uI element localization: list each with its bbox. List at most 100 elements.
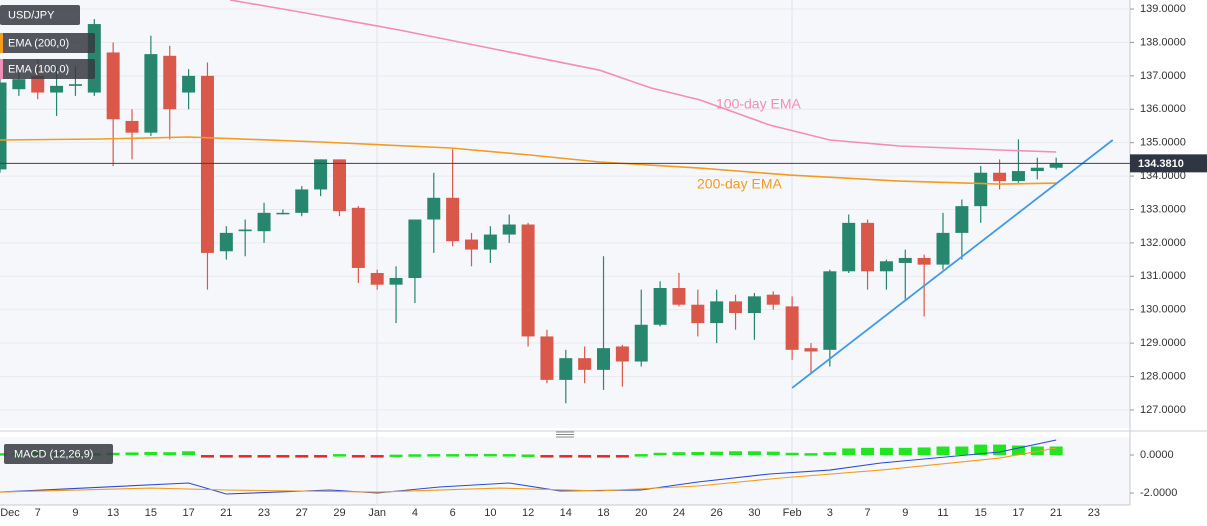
histogram-bar (710, 451, 724, 456)
x-tick-label: 14 (560, 507, 572, 519)
candle-body (144, 54, 158, 133)
y-tick-label: 0.0000 (1140, 449, 1174, 461)
x-tick-label: 15 (145, 507, 157, 519)
histogram-bar (729, 451, 743, 456)
histogram-bar (1030, 446, 1044, 456)
candle-body (163, 55, 177, 110)
candle-body (332, 159, 346, 212)
histogram-bar (314, 455, 328, 458)
candle-body (653, 288, 667, 325)
x-tick-label: 21 (220, 507, 232, 519)
candle-body (1030, 167, 1044, 172)
candle-body (219, 232, 233, 252)
pane-grip (556, 431, 574, 438)
candle-body (936, 232, 950, 265)
legend-box (0, 5, 80, 25)
candle-body (597, 348, 611, 370)
x-tick-label: Feb (783, 507, 802, 519)
histogram-bar (955, 446, 969, 456)
candle-body (50, 85, 64, 93)
x-tick-label: 7 (35, 507, 41, 519)
histogram-bar (521, 454, 535, 457)
x-tick-label: 27 (296, 507, 308, 519)
histogram-bar (125, 452, 139, 456)
histogram-bar (747, 451, 761, 456)
x-tick-label: 23 (258, 507, 270, 519)
candle-body (408, 219, 422, 278)
legend-swatch (0, 33, 3, 53)
candle-body (68, 84, 82, 86)
candle-body (238, 229, 252, 232)
candle-body (125, 120, 139, 133)
candle-body (446, 197, 460, 242)
histogram-bar (691, 452, 705, 456)
histogram-bar (106, 452, 120, 456)
candle-body (1049, 163, 1063, 168)
candle-body (766, 294, 780, 305)
histogram-bar (389, 454, 403, 458)
y-tick-label: 133.0000 (1140, 203, 1186, 215)
histogram-bar (559, 455, 573, 458)
histogram-bar (823, 452, 837, 456)
histogram-bar (634, 454, 648, 457)
candle-body (0, 82, 7, 170)
last-price-box (1130, 154, 1207, 173)
x-tick-label: 3 (827, 507, 833, 519)
histogram-bar (351, 455, 365, 458)
x-tick-label: 21 (1050, 507, 1062, 519)
candle-body (615, 346, 629, 362)
candle-body (729, 301, 743, 314)
x-tick-label: 17 (1012, 507, 1024, 519)
candle-body (1011, 171, 1025, 182)
y-tick-label: 127.0000 (1140, 404, 1186, 416)
legend-swatch (0, 59, 3, 79)
candle-body (540, 336, 554, 380)
x-tick-label: 6 (450, 507, 456, 519)
candle-body (993, 172, 1007, 182)
x-tick-label: 20 (635, 507, 647, 519)
histogram-bar (615, 455, 629, 458)
last-price-label: 134.3810 (1138, 158, 1184, 170)
histogram-bar (163, 452, 177, 456)
candle-body (314, 159, 328, 190)
x-tick-label: 4 (412, 507, 418, 519)
candle-body (823, 271, 837, 350)
x-tick-label: 9 (72, 507, 78, 519)
histogram-bar (238, 455, 252, 458)
candle-body (200, 75, 214, 253)
y-tick-label: 132.0000 (1140, 237, 1186, 249)
histogram-bar (276, 455, 290, 458)
histogram-bar (766, 451, 780, 456)
candle-body (370, 272, 384, 285)
candle-body (276, 212, 290, 215)
y-tick-label: -2.0000 (1140, 487, 1177, 499)
candle-body (842, 222, 856, 272)
trendline (791, 139, 1114, 389)
histogram-bar (502, 454, 516, 457)
x-tick-label: 15 (975, 507, 987, 519)
x-tick-label: 29 (333, 507, 345, 519)
histogram-bar (408, 454, 422, 457)
candle-body (861, 222, 875, 272)
candle-body (351, 207, 365, 268)
candle-body (785, 306, 799, 350)
histogram-bar (861, 447, 875, 456)
y-tick-label: 130.0000 (1140, 304, 1186, 316)
candle-body (710, 301, 724, 324)
histogram-bar (465, 453, 478, 457)
ema-line (229, 0, 1057, 153)
y-tick-label: 136.0000 (1140, 103, 1186, 115)
histogram-bar (974, 444, 988, 456)
histogram-bar (993, 444, 1007, 456)
histogram-bar (446, 454, 460, 457)
y-tick-label: 129.0000 (1140, 337, 1186, 349)
y-tick-label: 137.0000 (1140, 70, 1186, 82)
annotation: 200-day EMA (697, 176, 782, 192)
x-tick-label: 7 (864, 507, 870, 519)
candle-body (672, 288, 686, 305)
histogram-bar (917, 447, 931, 456)
histogram-bar (879, 447, 893, 456)
candle-body (106, 52, 120, 120)
legend-text: MACD (12,26,9) (14, 448, 93, 460)
